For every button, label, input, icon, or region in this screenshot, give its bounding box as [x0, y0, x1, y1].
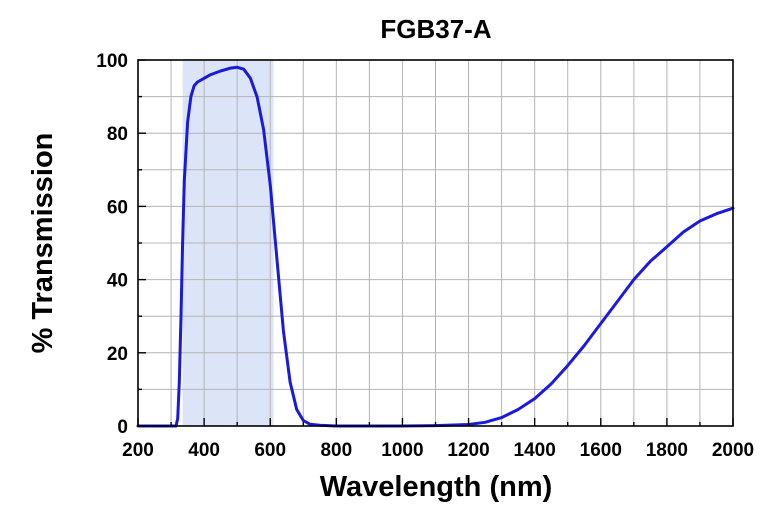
x-tick-label: 1200	[447, 440, 489, 461]
x-tick-label: 600	[254, 440, 286, 461]
y-tick-label: 100	[96, 51, 128, 72]
y-tick-label: 80	[107, 124, 128, 145]
chart-title: FGB37-A	[380, 14, 491, 44]
transmission-line	[136, 65, 735, 428]
y-tick-label: 60	[107, 197, 128, 218]
y-axis-title: % Transmission	[27, 133, 59, 354]
x-tick-label: 1800	[646, 440, 688, 461]
y-tick-label: 40	[107, 271, 128, 292]
x-tick-label: 1600	[580, 440, 622, 461]
x-tick-label: 800	[320, 440, 352, 461]
x-tick-label: 400	[188, 440, 220, 461]
tick-label-layer: 200 400 600 800 1000 1200 1400 1600 1800 2000 0 20 4…	[96, 51, 754, 461]
y-tick-label: 20	[107, 344, 128, 365]
x-tick-label: 1000	[381, 440, 423, 461]
x-tick-label: 1400	[514, 440, 556, 461]
x-tick-label: 2000	[712, 440, 754, 461]
tick-layer	[137, 59, 734, 427]
grid-layer	[138, 60, 733, 426]
y-tick-label: 0	[117, 417, 128, 438]
series-layer	[136, 65, 735, 428]
x-axis-title: Wavelength (nm)	[320, 471, 553, 503]
x-tick-label: 200	[122, 440, 154, 461]
